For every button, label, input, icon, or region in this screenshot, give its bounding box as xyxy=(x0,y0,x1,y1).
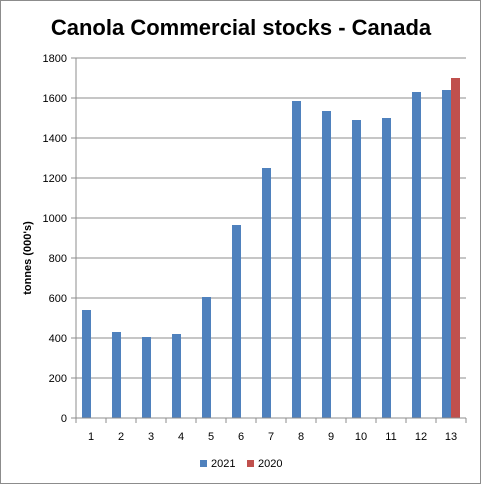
x-tick-label: 1 xyxy=(88,431,94,443)
y-tick-label: 800 xyxy=(49,253,67,265)
bar-2021-3 xyxy=(142,337,151,418)
y-tick-label: 600 xyxy=(49,293,67,305)
x-tick-label: 10 xyxy=(355,431,367,443)
bar-2021-7 xyxy=(262,168,271,418)
x-tick-label: 3 xyxy=(148,431,154,443)
bar-2021-6 xyxy=(232,225,241,418)
x-tick-label: 12 xyxy=(415,431,427,443)
bar-2021-5 xyxy=(202,297,211,418)
y-tick-label: 0 xyxy=(61,413,67,425)
x-tick-label: 7 xyxy=(268,431,274,443)
legend: 2021 2020 xyxy=(200,458,282,470)
x-tick-label: 9 xyxy=(328,431,334,443)
bars xyxy=(82,78,460,418)
y-tick-label: 400 xyxy=(49,333,67,345)
y-tick-label: 1200 xyxy=(43,173,67,185)
x-tick-label: 5 xyxy=(208,431,214,443)
legend-label-2020: 2020 xyxy=(258,458,282,470)
bar-2021-8 xyxy=(292,101,301,418)
x-tick-label: 6 xyxy=(238,431,244,443)
bar-2021-1 xyxy=(82,310,91,418)
axes xyxy=(75,58,466,419)
y-tick-label: 200 xyxy=(49,373,67,385)
y-tick-label: 1000 xyxy=(43,213,67,225)
legend-swatch-2021 xyxy=(200,460,207,467)
chart-title: Canola Commercial stocks - Canada xyxy=(51,15,432,40)
bar-2020-13 xyxy=(451,78,460,418)
x-tick-label: 11 xyxy=(385,431,396,443)
y-tick-label: 1800 xyxy=(43,53,67,65)
bar-2021-9 xyxy=(322,111,331,418)
legend-swatch-2020 xyxy=(247,460,254,467)
bar-2021-13 xyxy=(442,90,451,418)
y-tick-label: 1600 xyxy=(43,93,67,105)
bar-2021-11 xyxy=(382,118,391,418)
x-tick-label: 2 xyxy=(118,431,124,443)
x-tick-label: 8 xyxy=(298,431,304,443)
bar-2021-10 xyxy=(352,120,361,418)
y-axis-ticks: 0 200 400 600 800 1000 1200 1400 1600 1800 xyxy=(43,53,76,425)
y-axis-label: tonnes (000's) xyxy=(22,221,34,295)
x-axis-ticks: 1 2 3 4 5 6 7 8 9 10 11 12 13 xyxy=(75,418,467,443)
bar-2021-2 xyxy=(112,332,121,418)
x-tick-label: 13 xyxy=(445,431,457,443)
x-tick-label: 4 xyxy=(178,431,184,443)
bar-2021-4 xyxy=(172,334,181,418)
legend-label-2021: 2021 xyxy=(211,458,235,470)
bar-2021-12 xyxy=(412,92,421,418)
y-tick-label: 1400 xyxy=(43,133,67,145)
